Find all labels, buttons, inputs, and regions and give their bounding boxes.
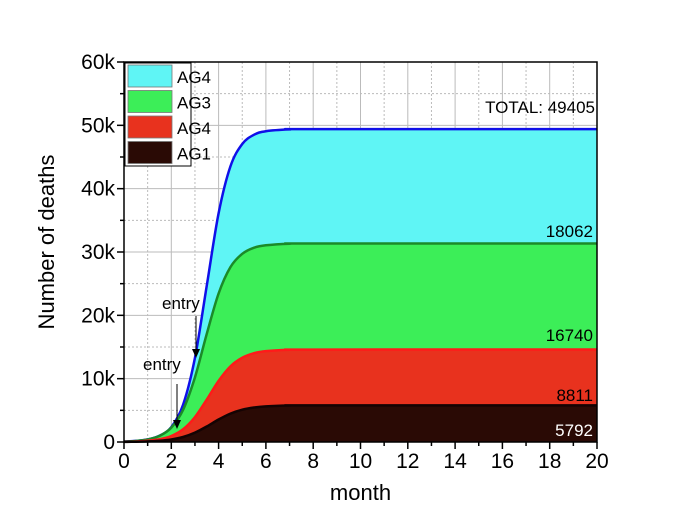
legend-label: AG3 [177, 94, 211, 113]
y-tick-label: 40k [81, 178, 115, 201]
legend-label: AG4 [177, 68, 211, 87]
y-tick-label: 50k [81, 114, 115, 137]
x-tick-label: 10 [349, 450, 372, 473]
x-tick-label: 4 [213, 450, 225, 473]
legend-swatch [127, 115, 173, 139]
series-end-label: 5792 [555, 421, 593, 440]
total-label: TOTAL: 49405 [485, 98, 595, 117]
y-tick-label: 10k [81, 368, 115, 391]
x-tick-label: 20 [585, 450, 608, 473]
arrow-head [173, 420, 181, 429]
x-tick-label: 16 [491, 450, 514, 473]
series-end-label: 16740 [546, 326, 593, 345]
series-end-label: 8811 [556, 386, 593, 405]
area-ag1-3 [124, 405, 597, 442]
annotation-entry: entry [143, 355, 181, 374]
y-tick-label: 60k [81, 51, 115, 74]
legend-label: AG4 [177, 119, 211, 138]
legend-swatch [127, 90, 173, 113]
x-tick-label: 14 [443, 450, 467, 473]
y-axis-label: Number of deaths [34, 155, 59, 330]
x-tick-label: 8 [307, 450, 319, 473]
y-tick-label: 30k [81, 241, 115, 264]
x-tick-label: 12 [396, 450, 419, 473]
x-axis-label: month [330, 480, 391, 505]
x-tick-label: 0 [118, 450, 130, 473]
legend-swatch [127, 141, 173, 164]
legend-label: AG1 [177, 145, 211, 164]
annotation-entry: entry [162, 294, 200, 313]
line-ag3-1 [123, 242, 598, 443]
arrow-head [192, 349, 200, 358]
y-tick-label: 20k [81, 304, 115, 327]
x-tick-label: 6 [260, 450, 272, 473]
x-tick-label: 18 [538, 450, 561, 473]
y-tick-label: 0 [103, 431, 115, 454]
series-end-label: 18062 [546, 222, 593, 241]
legend-swatch [127, 64, 173, 88]
line-ag1-3 [123, 404, 598, 444]
x-tick-label: 2 [165, 450, 177, 473]
